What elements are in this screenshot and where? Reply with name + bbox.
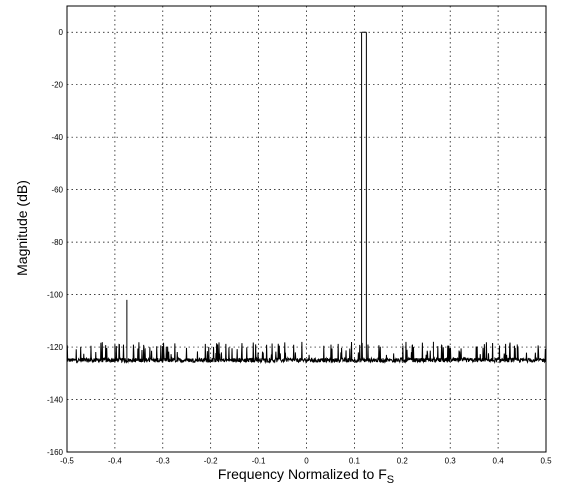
x-axis-label-subscript: S (387, 474, 394, 486)
x-tick-label: 0.1 (349, 457, 361, 466)
y-tick-label: -40 (51, 133, 63, 142)
y-axis-label: Magnitude (dB) (14, 180, 30, 276)
x-tick-label: 0.3 (445, 457, 457, 466)
y-tick-label: -60 (51, 186, 63, 195)
y-tick-label: -80 (51, 238, 63, 247)
x-tick-label: -0.1 (252, 457, 266, 466)
plot-frame (66, 5, 547, 453)
x-tick-label: -0.2 (204, 457, 218, 466)
noise-floor-trace (66, 341, 547, 365)
y-tick-label: -100 (47, 291, 64, 300)
y-tick-label: 0 (59, 28, 64, 37)
x-tick-label: 0.4 (493, 457, 505, 466)
x-tick-label: -0.4 (108, 457, 122, 466)
x-tick-label: 0.2 (397, 457, 409, 466)
x-tick-labels: -0.5 -0.4 -0.3 -0.2 -0.1 0 0.1 0.2 0.3 0.4 0.5 (60, 457, 552, 466)
x-tick-label: 0.5 (540, 457, 552, 466)
y-tick-label: -120 (47, 343, 64, 352)
grid-lines (67, 6, 546, 452)
y-tick-label: -140 (47, 396, 64, 405)
y-tick-label: -20 (51, 81, 63, 90)
y-tick-labels: 0 -20 -40 -60 -80 -100 -120 -140 -160 (47, 28, 64, 457)
spectrum-trace (66, 31, 547, 365)
x-tick-label: -0.5 (60, 457, 74, 466)
x-tick-label: 0 (304, 457, 309, 466)
y-tick-label: -160 (47, 448, 64, 457)
x-tick-label: -0.3 (156, 457, 170, 466)
x-axis-label: Frequency Normalized to FS (218, 466, 394, 486)
